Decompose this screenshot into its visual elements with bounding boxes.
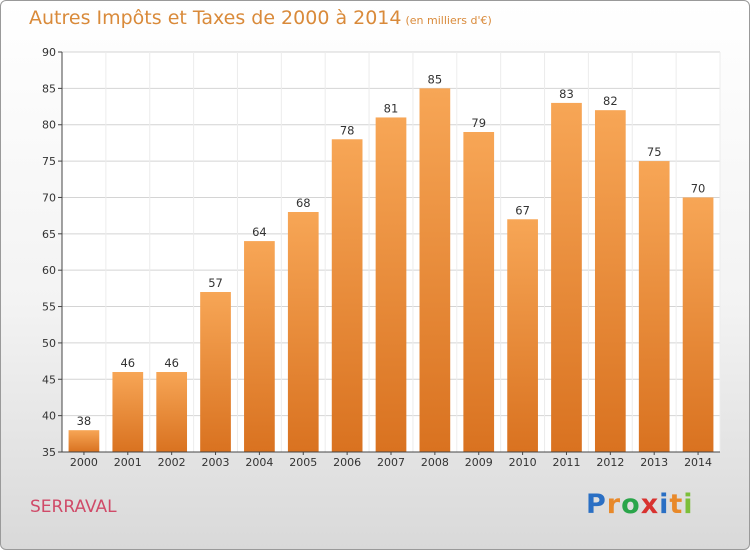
y-tick-label: 55 <box>42 301 56 314</box>
bar-value-label: 79 <box>471 116 486 130</box>
x-tick-label: 2011 <box>552 456 580 469</box>
bar <box>682 197 714 452</box>
x-tick-label: 2013 <box>640 456 668 469</box>
y-tick-label: 85 <box>42 82 56 95</box>
bar-value-label: 57 <box>208 276 223 290</box>
logo-letter: i <box>683 489 694 520</box>
bar <box>419 88 451 452</box>
bar-value-label: 70 <box>691 181 706 195</box>
x-tick-label: 2010 <box>509 456 537 469</box>
y-tick-label: 40 <box>42 410 56 423</box>
bar <box>244 241 275 452</box>
y-tick-label: 50 <box>42 337 56 350</box>
commune-name: SERRAVAL <box>30 497 117 517</box>
bar <box>507 219 538 452</box>
logo-letter: P <box>586 489 607 520</box>
bar-value-label: 46 <box>164 356 179 370</box>
bar <box>331 139 363 453</box>
bar <box>594 110 626 452</box>
y-tick-label: 90 <box>42 46 56 59</box>
x-tick-label: 2007 <box>377 456 405 469</box>
bar-value-label: 82 <box>603 94 618 108</box>
logo-letter: o <box>621 489 641 520</box>
y-tick-label: 75 <box>42 155 56 168</box>
x-tick-label: 2006 <box>333 456 361 469</box>
bars: 38 46 46 57 64 68 78 81 85 79 67 83 82 75 70 <box>68 72 714 453</box>
axes: 35 40 45 50 55 60 65 70 75 80 85 90 2000 2001 2002 2003… <box>42 46 720 469</box>
bar-value-label: 46 <box>120 356 135 370</box>
x-tick-label: 2004 <box>245 456 273 469</box>
bar <box>68 430 100 452</box>
bar-value-label: 81 <box>384 101 399 115</box>
bar-value-label: 83 <box>559 87 574 101</box>
y-tick-label: 65 <box>42 228 56 241</box>
bar-value-label: 78 <box>340 123 355 137</box>
bar <box>375 117 407 453</box>
bar-value-label: 85 <box>428 72 443 86</box>
x-tick-label: 2014 <box>684 456 712 469</box>
x-tick-label: 2000 <box>70 456 98 469</box>
y-tick-label: 80 <box>42 119 56 132</box>
bar-value-label: 64 <box>252 225 267 239</box>
y-tick-label: 35 <box>42 446 56 459</box>
x-tick-label: 2009 <box>465 456 493 469</box>
bar <box>200 292 231 452</box>
logo-letter: r <box>606 489 622 520</box>
x-tick-label: 2003 <box>202 456 230 469</box>
bar <box>287 212 319 452</box>
y-tick-label: 60 <box>42 264 56 277</box>
bar-value-label: 68 <box>296 196 311 210</box>
x-tick-label: 2002 <box>158 456 186 469</box>
x-tick-label: 2012 <box>596 456 624 469</box>
bar <box>156 372 188 452</box>
bar-value-label: 75 <box>647 145 662 159</box>
x-tick-label: 2005 <box>289 456 317 469</box>
logo-letter: t <box>669 489 684 520</box>
chart-title: Autres Impôts et Taxes de 2000 à 2014 (en… <box>29 7 492 29</box>
chart-title-text: Autres Impôts et Taxes de 2000 à 2014 <box>29 7 402 29</box>
bar-value-label: 67 <box>515 203 530 217</box>
bar <box>551 102 582 452</box>
x-tick-label: 2008 <box>421 456 449 469</box>
chart-unit: (en milliers d'€) <box>405 14 492 27</box>
logo-letter: i <box>659 489 670 520</box>
logo-letter: x <box>640 489 660 520</box>
y-tick-label: 45 <box>42 373 56 386</box>
bar <box>638 161 670 452</box>
bar-value-label: 38 <box>77 414 92 428</box>
bar <box>463 132 495 452</box>
x-tick-label: 2001 <box>114 456 142 469</box>
proxiti-logo: Proxiti <box>586 489 694 520</box>
y-tick-label: 70 <box>42 191 56 204</box>
bar <box>112 372 144 452</box>
